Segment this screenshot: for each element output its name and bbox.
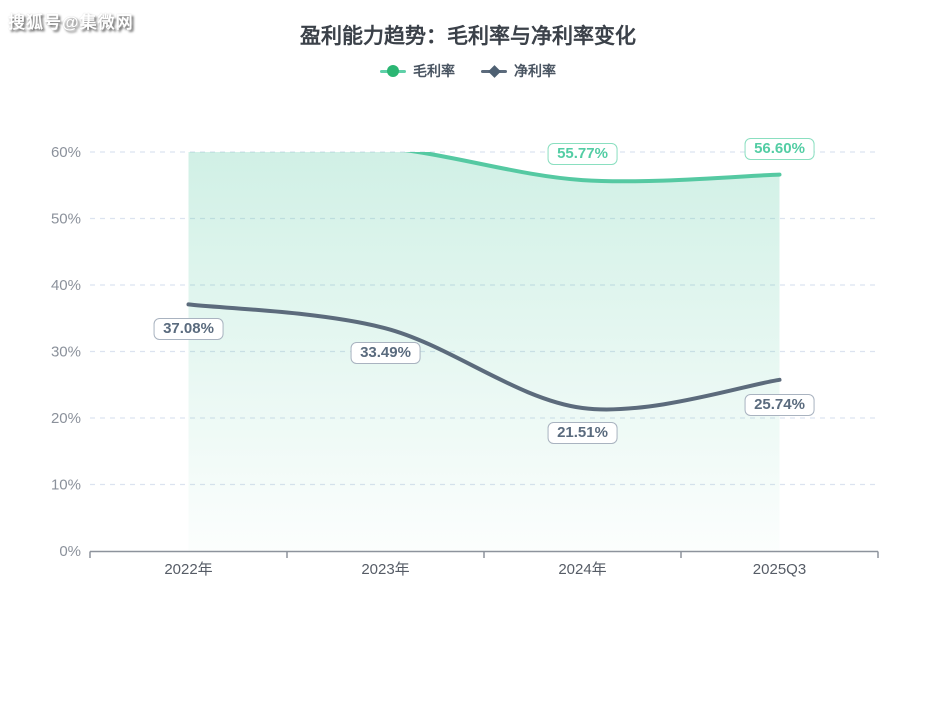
y-axis-tick-label: 20% bbox=[51, 410, 81, 427]
point-label-净利率-2023年: 33.49% bbox=[350, 342, 421, 365]
y-axis-tick-label: 50% bbox=[51, 211, 81, 228]
series-line-净利率[interactable] bbox=[186, 302, 782, 412]
x-axis-tick-label: 2022年 bbox=[164, 561, 212, 578]
legend-label: 净利率 bbox=[514, 63, 556, 79]
point-label-净利率-2025Q3: 25.74% bbox=[744, 393, 815, 416]
point-label-净利率-2022年: 37.08% bbox=[153, 318, 224, 341]
series-line-毛利率[interactable] bbox=[189, 145, 782, 184]
x-axis-tick-label: 2024年 bbox=[558, 561, 606, 578]
y-axis-tick-label: 60% bbox=[51, 144, 81, 161]
x-axis-tick-label: 2025Q3 bbox=[753, 561, 806, 578]
y-axis-tick-label: 0% bbox=[59, 543, 81, 560]
legend-diamond-icon bbox=[481, 64, 507, 78]
y-axis-tick-label: 10% bbox=[51, 477, 81, 494]
y-axis-tick-label: 40% bbox=[51, 277, 81, 294]
point-label-净利率-2024年: 21.51% bbox=[547, 421, 618, 444]
y-axis-tick-label: 30% bbox=[51, 344, 81, 361]
legend-circle-icon bbox=[380, 65, 406, 78]
x-axis-tick-label: 2023年 bbox=[361, 561, 409, 578]
series-area-毛利率 bbox=[188, 152, 780, 551]
legend-item-毛利率[interactable]: 毛利率 bbox=[380, 61, 455, 81]
point-label-毛利率-2025Q3: 56.60% bbox=[744, 137, 815, 160]
chart-title: 盈利能力趋势：毛利率与净利率变化 bbox=[300, 25, 636, 48]
legend-label: 毛利率 bbox=[413, 63, 455, 79]
legend-item-净利率[interactable]: 净利率 bbox=[481, 61, 556, 81]
watermark: 搜狐号@集微网 bbox=[8, 13, 134, 32]
point-label-毛利率-2024年: 55.77% bbox=[547, 143, 618, 166]
legend: 毛利率 净利率 bbox=[0, 61, 936, 81]
